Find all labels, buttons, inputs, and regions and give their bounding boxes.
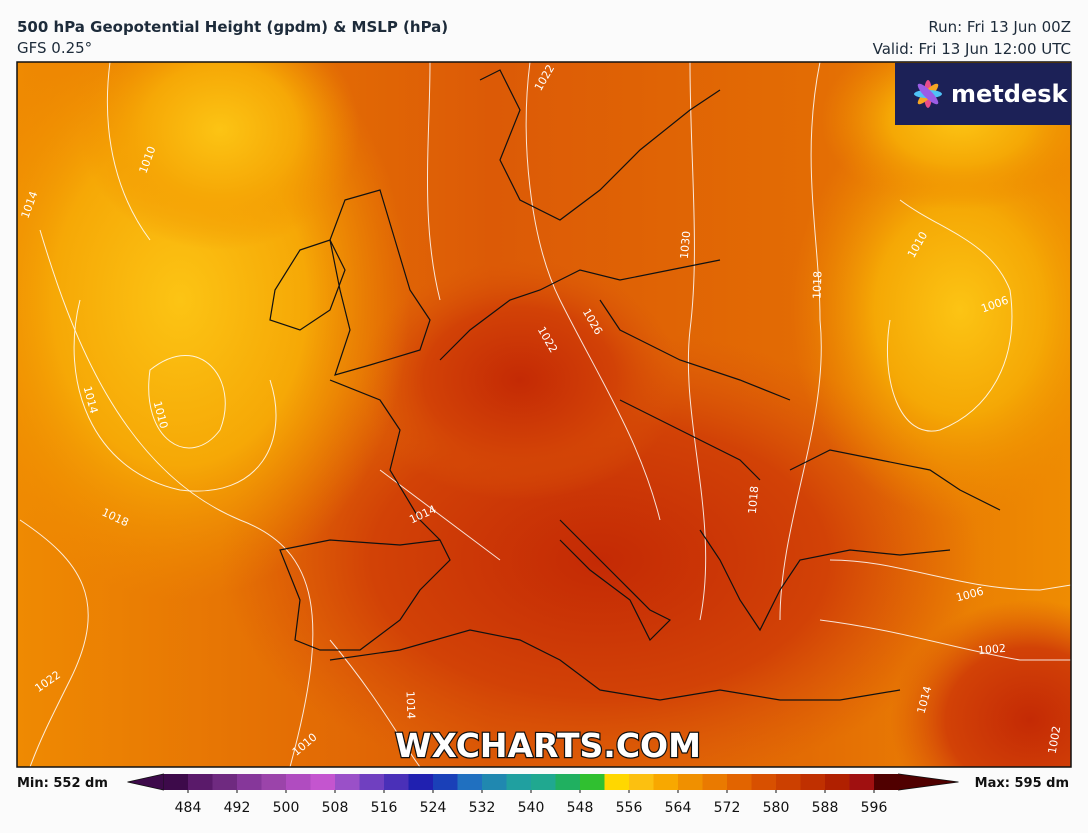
colorbar-tick-label: 572	[714, 800, 741, 816]
colorbar-arrow-low	[127, 773, 164, 791]
colorbar-tick-label: 564	[665, 800, 692, 816]
colorbar-tick-label: 500	[273, 800, 300, 816]
logo-text: metdesk	[951, 80, 1069, 108]
valid-time: Valid: Fri 13 Jun 12:00 UTC	[873, 40, 1071, 58]
colorbar-tick-label: 596	[861, 800, 888, 816]
colorbar-swatch	[163, 774, 189, 790]
colorbar-arrow-high	[898, 773, 959, 791]
colorbar-tick-label: 524	[420, 800, 447, 816]
colorbar-swatch	[482, 774, 507, 790]
colorbar-swatch	[359, 774, 385, 790]
subtitle: GFS 0.25°	[17, 39, 92, 57]
colorbar-tick-label: 532	[469, 800, 496, 816]
colorbar-swatch	[286, 774, 311, 790]
colorbar-tick-label: 556	[616, 800, 643, 816]
colorbar-swatch	[408, 774, 434, 790]
title: 500 hPa Geopotential Height (gpdm) & MSL…	[17, 18, 448, 36]
colorbar-swatch	[433, 774, 458, 790]
colorbar-swatch	[531, 774, 556, 790]
colorbar-swatch	[506, 774, 532, 790]
colorbar-swatch	[335, 774, 360, 790]
colorbar-swatch	[580, 774, 605, 790]
colorbar-tick-label: 516	[371, 800, 398, 816]
coastlines	[269, 69, 1001, 701]
colorbar: Min: 552 dm Max: 595 dm 484 492 500 508 516 5…	[17, 773, 1069, 816]
colorbar-swatch	[604, 774, 630, 790]
colorbar-swatch	[874, 774, 899, 790]
colorbar-tick-label: 484	[175, 800, 202, 816]
colorbar-swatch	[310, 774, 336, 790]
colorbar-swatch	[188, 774, 213, 790]
isobars	[19, 62, 1071, 767]
colorbar-swatch	[629, 774, 654, 790]
contour-label: 1018	[746, 485, 761, 514]
colorbar-swatch	[751, 774, 777, 790]
colorbar-tick-label: 492	[224, 800, 251, 816]
map-frame	[16, 61, 1072, 768]
max-label: Max: 595 dm	[975, 776, 1069, 791]
colorbar-tick-label: 580	[763, 800, 790, 816]
colorbar-swatch	[727, 774, 752, 790]
contour-label: 1014	[404, 691, 418, 719]
contour-label: 1030	[678, 230, 693, 259]
colorbar-swatch	[237, 774, 262, 790]
colorbar-swatch	[776, 774, 801, 790]
colorbar-tick-label: 540	[518, 800, 545, 816]
colorbar-swatch	[457, 774, 483, 790]
logo: metdesk	[895, 63, 1071, 125]
contour-label: 1018	[811, 271, 825, 299]
colorbar-swatch	[555, 774, 581, 790]
colorbar-swatch	[825, 774, 850, 790]
run-time: Run: Fri 13 Jun 00Z	[928, 18, 1071, 36]
colorbar-tick-label: 548	[567, 800, 594, 816]
colorbar-tick-label: 588	[812, 800, 839, 816]
colorbar-swatch	[702, 774, 728, 790]
min-label: Min: 552 dm	[17, 776, 108, 791]
contour-label: 1002	[1046, 725, 1064, 755]
colorbar-swatch	[212, 774, 238, 790]
colorbar-swatch	[800, 774, 826, 790]
watermark: WXCHARTS.COM	[395, 726, 701, 765]
colorbar-swatch	[653, 774, 679, 790]
colorbar-tick-label: 508	[322, 800, 349, 816]
colorbar-swatch	[678, 774, 703, 790]
colorbar-swatch	[384, 774, 409, 790]
contour-label: 1002	[977, 642, 1006, 657]
colorbar-swatch	[261, 774, 287, 790]
colorbar-swatch	[849, 774, 875, 790]
